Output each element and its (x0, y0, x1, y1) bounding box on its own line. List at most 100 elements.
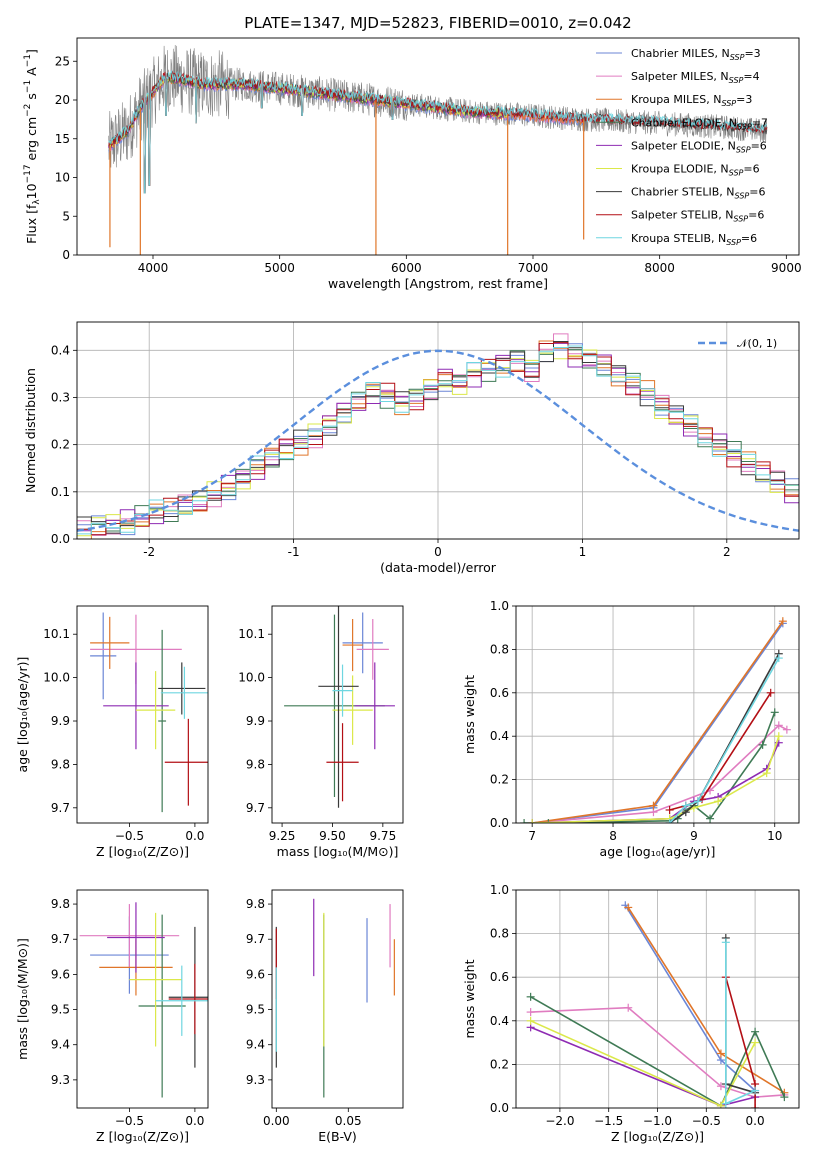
massweight-vs-age-axes: 7 8 9 10 0.0 0.2 0.4 0.6 0.8 1.0 age [log₁₀(age/yr… (462, 599, 800, 859)
y-tick-label: 0.8 (490, 927, 509, 941)
errorbar-chabrier-stelib (318, 606, 359, 808)
y-tick-label: 0.4 (490, 1014, 509, 1028)
legend-label: 𝒩(0, 1) (737, 337, 777, 350)
chart-title: PLATE=1347, MJD=52823, FIBERID=0010, z=0… (244, 14, 631, 32)
y-tick-label: 10.0 (43, 671, 70, 685)
y-tick-label: 10.0 (238, 671, 265, 685)
y-axis-label: Normed distribution (23, 368, 38, 493)
errorbar-salpeter-stelib (164, 718, 208, 806)
x-tick-label: 8 (609, 829, 617, 843)
x-tick-label: 9 (690, 829, 698, 843)
y-tick-label: 9.6 (51, 967, 70, 981)
age-vs-metallicity-axes: −0.5 0.0 9.7 9.8 9.9 10.0 10.1 Z [log₁₀(Z/Z⊙)] a… (15, 605, 209, 859)
x-tick-label: −0.5 (115, 1114, 144, 1128)
axes-frame (515, 605, 800, 824)
x-tick-label: −0.5 (692, 1114, 721, 1128)
massweight-vs-metallicity-plot-area (526, 901, 789, 1108)
y-axis-label: mass [log₁₀(M/M⊙)] (15, 938, 30, 1060)
y-label-part: s (24, 93, 39, 104)
y-tick-label: 9.6 (246, 967, 265, 981)
y-tick-label: 0.6 (490, 686, 509, 700)
y-tick-label: 9.7 (246, 801, 265, 815)
series-line (530, 996, 786, 1107)
spectrum-legend: Chabrier MILES, NSSP=3 Salpeter MILES, NS… (596, 47, 768, 247)
model-spectrum-salpeter-stelib (108, 70, 768, 194)
x-axis-label: wavelength [Angstrom, rest frame] (328, 276, 548, 291)
x-tick-label: 0 (434, 545, 442, 559)
y-tick-label: 9.8 (51, 897, 70, 911)
y-label-part: A (24, 67, 39, 80)
mass-vs-metallicity-plot-area (79, 902, 208, 1098)
errorbar-salpeter-miles (79, 904, 180, 968)
axes-frame (76, 321, 800, 540)
x-tick-label: 9.25 (269, 829, 296, 843)
x-tick-label: 10 (767, 829, 782, 843)
histogram-kroupa-miles (77, 340, 799, 539)
spectrum-plot-area (108, 44, 768, 255)
x-tick-label: −1.5 (594, 1114, 623, 1128)
axes-frame (76, 889, 209, 1109)
x-tick-label: 0.0 (746, 1114, 765, 1128)
x-axis-label: (data-model)/error (380, 560, 497, 575)
y-tick-label: 9.5 (246, 1003, 265, 1017)
y-label-part: Flux [f (24, 204, 39, 244)
y-label-part: λ (32, 199, 42, 205)
errorbar-chabrier-stelib (158, 662, 206, 715)
errorbar-kroupa-miles (342, 619, 363, 672)
x-axis-label: mass [log₁₀(M/M⊙)] (277, 844, 399, 859)
age-vs-metallicity-plot-area (90, 612, 208, 813)
y-label-part: 10 (24, 183, 39, 199)
y-tick-label: 0.6 (490, 970, 509, 984)
y-tick-label: 10.1 (238, 627, 265, 641)
axes-frame (76, 37, 800, 256)
y-tick-label: 9.9 (51, 714, 70, 728)
y-tick-label: 0.0 (490, 1101, 509, 1115)
model-spectrum-kroupa-stelib (108, 70, 768, 194)
legend-label: Chabrier STELIB, NSSP=6 (631, 186, 765, 201)
y-label-part: −2 (23, 104, 33, 117)
errorbar-salpeter-stelib (168, 963, 208, 1035)
x-tick-label: -2 (143, 545, 155, 559)
histogram-kroupa-stelib (77, 345, 799, 535)
x-tick-label: 8000 (644, 261, 675, 275)
x-tick-label: 5000 (264, 261, 295, 275)
series-line (532, 735, 780, 823)
y-tick-label: 0.2 (51, 438, 70, 452)
y-tick-label: 0.0 (490, 816, 509, 830)
legend-label: Salpeter ELODIE, NSSP=6 (631, 139, 767, 154)
errorbar-chabrier-elodie (138, 914, 186, 1098)
age-vs-mass-axes: 9.25 9.50 9.75 9.7 9.8 9.9 10.0 10.1 mass [log₁₀… (238, 605, 404, 859)
series-kroupa-stelib (665, 654, 783, 823)
series-chabrier-miles (528, 619, 787, 823)
y-tick-label: 10.1 (43, 627, 70, 641)
y-tick-label: 1.0 (490, 883, 509, 897)
x-tick-label: 7000 (518, 261, 549, 275)
x-axis-label: E(B-V) (318, 1129, 357, 1144)
legend-label: Kroupa STELIB, NSSP=6 (631, 232, 757, 247)
errorbar-kroupa-miles (90, 616, 130, 669)
x-tick-label: 2 (723, 545, 731, 559)
y-label-part: erg cm (24, 117, 39, 165)
y-tick-label: 1.0 (490, 599, 509, 613)
legend-label: Kroupa MILES, NSSP=3 (631, 93, 752, 108)
axes-frame (271, 605, 404, 824)
series-line (532, 724, 788, 823)
normal-curve (77, 349, 799, 532)
x-tick-label: 7 (528, 829, 536, 843)
y-tick-label: 9.8 (246, 897, 265, 911)
y-tick-label: 15 (55, 132, 70, 146)
mass-vs-ebv-axes: 0.00 0.05 9.3 9.4 9.5 9.6 9.7 9.8 E(B-V) (246, 889, 404, 1144)
series-kroupa-elodie (528, 732, 783, 823)
errorbar-kroupa-elodie (332, 675, 373, 745)
y-tick-label: 0.1 (51, 485, 70, 499)
massweight-vs-age-plot-area (520, 617, 791, 823)
errorbar-chabrier-miles (90, 612, 117, 700)
x-tick-label: −2.0 (545, 1114, 574, 1128)
histogram-salpeter-miles (77, 333, 799, 536)
series-kroupa-stelib (721, 938, 760, 1108)
y-tick-label: 10 (55, 171, 70, 185)
y-tick-label: 0.4 (51, 343, 70, 357)
x-tick-label: 0.00 (263, 1114, 290, 1128)
y-tick-label: 5 (62, 209, 70, 223)
